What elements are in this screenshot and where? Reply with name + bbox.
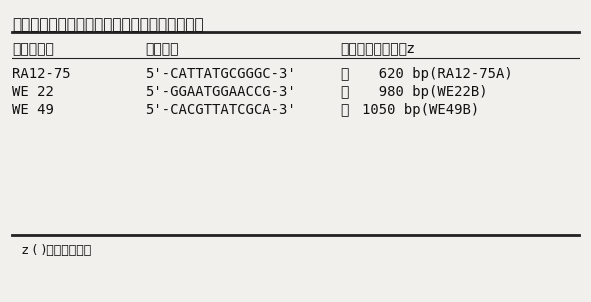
- Text: 5'-CATTATGCGGGC-3': 5'-CATTATGCGGGC-3': [145, 67, 296, 81]
- Text: 5'-CACGTTATCGCA-3': 5'-CACGTTATCGCA-3': [145, 103, 296, 117]
- Text: 1050 bp(WE49B): 1050 bp(WE49B): [362, 103, 479, 117]
- Text: 塩基配列: 塩基配列: [145, 42, 178, 56]
- Text: RA12-75: RA12-75: [12, 67, 71, 81]
- Text: 表１　根こぶ病抵抗性遺伝子のＤＮＡマーカー: 表１ 根こぶ病抵抗性遺伝子のＤＮＡマーカー: [12, 17, 204, 32]
- Text: 5'-GGAATGGAACCG-3': 5'-GGAATGGAACCG-3': [145, 85, 296, 99]
- Text: 620 bp(RA12-75A): 620 bp(RA12-75A): [362, 67, 513, 81]
- Text: 980 bp(WE22B): 980 bp(WE22B): [362, 85, 488, 99]
- Text: 約: 約: [340, 85, 348, 99]
- Text: 増幅されたバンドz: 増幅されたバンドz: [340, 42, 414, 56]
- Text: WE 22: WE 22: [12, 85, 54, 99]
- Text: 約: 約: [340, 67, 348, 81]
- Text: プライマー: プライマー: [12, 42, 54, 56]
- Text: WE 49: WE 49: [12, 103, 54, 117]
- Text: 約: 約: [340, 103, 348, 117]
- Text: z ( )内はバンド名: z ( )内はバンド名: [22, 244, 91, 257]
